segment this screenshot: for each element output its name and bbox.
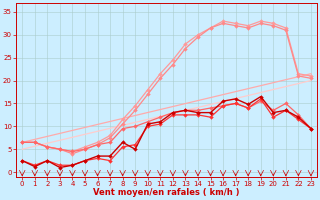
X-axis label: Vent moyen/en rafales ( km/h ): Vent moyen/en rafales ( km/h ) bbox=[93, 188, 240, 197]
